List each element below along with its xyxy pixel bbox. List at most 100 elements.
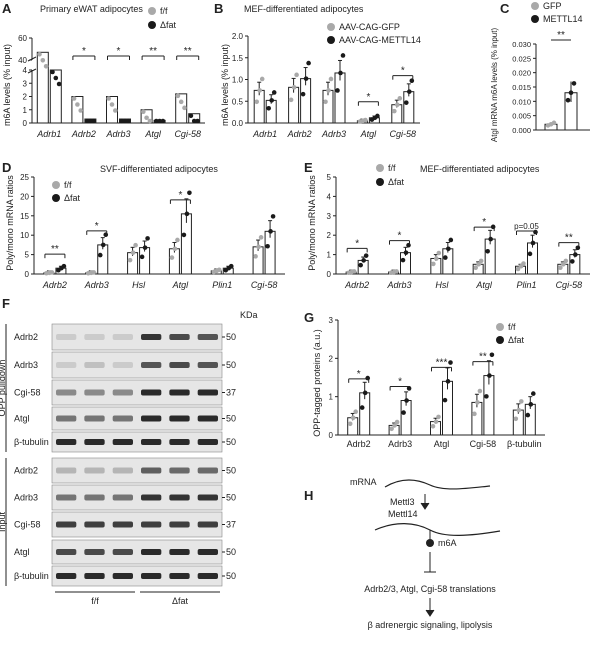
panel-letter-g: G xyxy=(304,310,314,325)
data-point xyxy=(361,258,366,263)
data-point xyxy=(436,250,442,256)
y-tick-label: 20 xyxy=(20,192,29,201)
blot-band xyxy=(197,389,218,396)
blot-protein-label: Adrb3 xyxy=(14,493,38,503)
schematic-m6a-label: m6A xyxy=(438,538,457,548)
data-point xyxy=(375,113,380,119)
data-point xyxy=(43,64,49,69)
data-point xyxy=(113,108,118,113)
panel-c-ylabel: Atgl mRNA m6A levels (% input) xyxy=(490,28,499,143)
data-point xyxy=(433,419,439,424)
blot-band xyxy=(84,494,105,501)
data-point xyxy=(175,93,181,99)
y-tick-label: 0.010 xyxy=(512,97,531,106)
data-point xyxy=(50,69,55,75)
data-point xyxy=(271,90,277,95)
schematic-outcome-lipolysis: β adrenergic signaling, lipolysis xyxy=(368,620,493,630)
data-point xyxy=(109,102,115,107)
data-point xyxy=(147,118,153,124)
panel-d-ylabel: Poly/mono mRNA ratios xyxy=(5,175,15,271)
blot-band xyxy=(169,467,190,474)
blot-band xyxy=(141,389,162,396)
data-point xyxy=(445,379,451,384)
data-point xyxy=(431,261,436,267)
data-point xyxy=(175,237,180,243)
category-label: Cgi-58 xyxy=(470,439,497,449)
legend-marker-treatment xyxy=(531,15,539,23)
blot-strip xyxy=(51,457,223,484)
y-tick-label: 0.030 xyxy=(512,40,531,49)
data-point xyxy=(88,118,93,124)
data-point xyxy=(106,96,111,101)
data-point xyxy=(487,373,492,378)
blot-band xyxy=(169,415,190,422)
data-point xyxy=(195,118,200,124)
significance-label: *** xyxy=(436,357,448,368)
y-tick-label: 5 xyxy=(327,173,332,182)
data-point xyxy=(362,390,368,396)
data-point xyxy=(571,81,577,86)
data-point xyxy=(448,237,454,243)
data-point xyxy=(265,243,270,249)
schematic-writer2: Mettl14 xyxy=(388,509,418,519)
category-label: Adrb1 xyxy=(252,129,277,139)
data-point xyxy=(359,405,365,410)
data-point xyxy=(228,263,234,269)
blot-kda-label: 37 xyxy=(226,520,236,530)
data-point xyxy=(71,96,77,101)
data-point xyxy=(472,411,477,417)
blot-band xyxy=(112,334,133,340)
legend-label-control: f/f xyxy=(508,322,516,332)
data-point xyxy=(335,88,340,93)
blot-band xyxy=(84,521,105,528)
legend-marker-treatment xyxy=(496,336,504,344)
data-point xyxy=(37,52,42,57)
bar-control xyxy=(71,96,84,124)
blot-band xyxy=(112,494,133,501)
panel-e-title: MEF-differentiated adipocytes xyxy=(420,164,540,174)
data-point xyxy=(561,262,566,267)
blot-band xyxy=(56,334,77,340)
data-point xyxy=(365,375,371,381)
data-point xyxy=(409,78,415,84)
bar-treatment xyxy=(400,252,411,275)
panel-e-ylabel: Poly/mono mRNA ratios xyxy=(307,175,317,271)
blot-band xyxy=(56,494,77,501)
blot-band xyxy=(169,334,190,340)
blot-band xyxy=(197,362,218,368)
significance-label: * xyxy=(178,190,182,201)
legend-marker-control xyxy=(327,23,335,31)
data-point xyxy=(300,91,306,97)
category-label: Atgl xyxy=(360,129,378,139)
data-point xyxy=(392,108,397,114)
data-point xyxy=(288,97,294,103)
y-tick-label: 2 xyxy=(327,231,332,240)
data-point xyxy=(259,76,265,82)
significance-label: * xyxy=(482,217,486,228)
data-point xyxy=(326,88,331,93)
blot-band xyxy=(56,362,77,368)
y-tick-label: 0.025 xyxy=(512,54,531,63)
blot-band xyxy=(169,439,190,445)
panel-letter-h: H xyxy=(304,488,313,503)
data-point xyxy=(91,118,96,124)
legend-label-treatment: Δfat xyxy=(388,177,405,187)
data-point xyxy=(350,415,356,421)
bar-treatment xyxy=(49,69,62,124)
blot-strip xyxy=(51,351,223,379)
legend-label-treatment: METTL14 xyxy=(543,14,583,24)
blot-band xyxy=(141,521,162,528)
data-point xyxy=(49,270,55,275)
data-point xyxy=(473,265,478,270)
data-point xyxy=(484,394,489,399)
blot-band xyxy=(197,549,218,555)
blot-protein-label: Atgl xyxy=(14,414,30,424)
legend-label-treatment: Δfat xyxy=(508,335,525,345)
y-tick-label: 1.5 xyxy=(232,54,244,63)
blot-strip xyxy=(51,323,223,351)
data-point xyxy=(448,360,453,365)
data-point xyxy=(513,416,519,422)
data-point xyxy=(353,409,359,415)
category-label: Adrb3 xyxy=(84,280,109,290)
